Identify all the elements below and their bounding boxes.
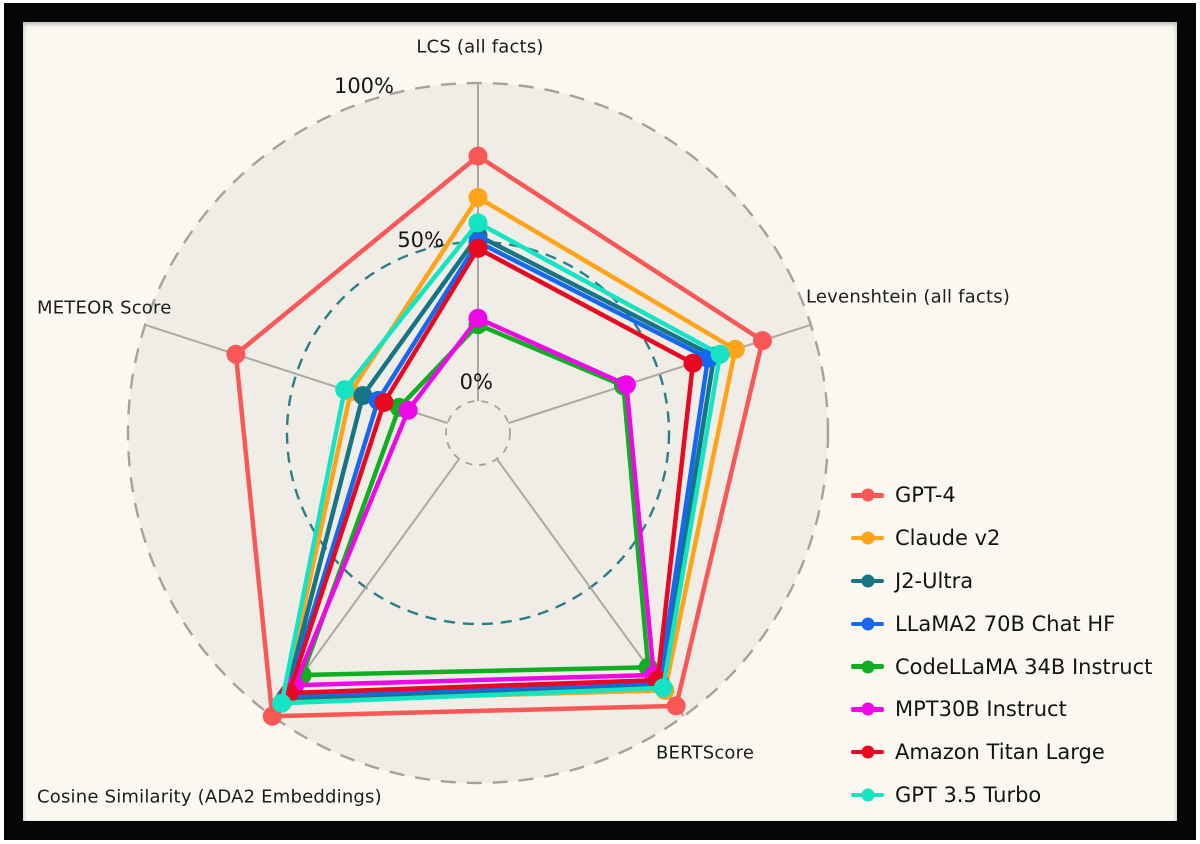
legend-marker-dot-icon xyxy=(861,531,874,545)
radial-tick-50: 50% xyxy=(397,228,444,252)
legend-swatch-icon xyxy=(851,702,884,716)
legend-swatch-icon xyxy=(851,531,884,545)
grid-circle-0 xyxy=(445,400,511,466)
series-7-point-0 xyxy=(468,213,488,233)
series-1-point-0 xyxy=(468,188,488,207)
legend-item-4: CodeLLaMA 34B Instruct xyxy=(851,645,1152,688)
legend-swatch-icon xyxy=(851,488,884,502)
series-0-point-2 xyxy=(666,696,686,716)
series-5-point-0 xyxy=(468,308,488,328)
legend-marker-dot-icon xyxy=(861,702,874,716)
series-6-point-4 xyxy=(374,393,394,412)
series-line-4 xyxy=(299,322,651,678)
series-0-point-0 xyxy=(468,146,488,166)
axis-label-meteor: METEOR Score xyxy=(37,297,172,319)
legend-swatch-icon xyxy=(851,574,884,588)
legend-label: J2-Ultra xyxy=(895,568,974,593)
axis-label-cosine-similarity: Cosine Similarity (ADA2 Embeddings) xyxy=(37,786,382,808)
series-5-point-1 xyxy=(616,375,636,395)
series-line-5 xyxy=(292,316,657,688)
legend-label: Claude v2 xyxy=(895,526,1001,551)
series-1-point-1 xyxy=(725,339,745,359)
legend-marker-dot-icon xyxy=(861,617,874,631)
series-line-7 xyxy=(279,220,723,706)
legend-label: GPT-4 xyxy=(895,483,956,508)
series-2-point-4 xyxy=(353,386,373,406)
radial-tick-0: 0% xyxy=(459,370,493,394)
legend-item-7: GPT 3.5 Turbo xyxy=(851,774,1152,817)
radial-tick-100: 100% xyxy=(333,74,394,98)
legend-swatch-icon xyxy=(851,745,884,759)
legend-marker-dot-icon xyxy=(861,788,874,802)
series-7-point-1 xyxy=(710,344,730,364)
legend-label: CodeLLaMA 34B Instruct xyxy=(895,654,1153,679)
legend-item-2: J2-Ultra xyxy=(851,560,1152,603)
legend-item-1: Claude v2 xyxy=(851,517,1152,560)
axis-label-levenshtein: Levenshtein (all facts) xyxy=(806,286,1011,308)
legend-marker-dot-icon xyxy=(861,660,874,674)
series-0-point-1 xyxy=(753,331,772,351)
axis-label-lcs: LCS (all facts) xyxy=(416,36,544,58)
legend-label: MPT30B Instruct xyxy=(895,697,1067,722)
legend-swatch-icon xyxy=(851,617,884,631)
legend-item-5: MPT30B Instruct xyxy=(851,688,1152,731)
series-line-0 xyxy=(233,153,765,719)
series-line-3 xyxy=(284,239,711,698)
series-7-point-4 xyxy=(335,380,355,400)
legend-label: LLaMA2 70B Chat HF xyxy=(895,611,1116,636)
series-0-point-4 xyxy=(226,344,246,364)
legend: GPT-4 Claude v2 J2-Ultra LLaMA2 70B Chat HF… xyxy=(851,474,1152,816)
legend-swatch-icon xyxy=(851,660,884,674)
series-5-point-4 xyxy=(398,400,418,420)
legend-label: GPT 3.5 Turbo xyxy=(895,782,1042,807)
legend-item-6: Amazon Titan Large xyxy=(851,731,1152,774)
legend-item-0: GPT-4 xyxy=(851,474,1152,517)
series-7-point-2 xyxy=(653,678,673,698)
series-6-point-0 xyxy=(468,238,488,258)
legend-marker-dot-icon xyxy=(861,745,874,759)
series-line-6 xyxy=(286,246,696,696)
series-7-point-3 xyxy=(272,693,292,713)
legend-item-3: LLaMA2 70B Chat HF xyxy=(851,602,1152,645)
legend-label: Amazon Titan Large xyxy=(895,740,1105,765)
axis-label-bertscore: BERTScore xyxy=(656,742,755,764)
legend-swatch-icon xyxy=(851,788,884,802)
legend-marker-dot-icon xyxy=(861,488,874,502)
legend-marker-dot-icon xyxy=(861,574,874,588)
series-6-point-1 xyxy=(683,353,703,373)
series-line-2 xyxy=(283,233,717,701)
